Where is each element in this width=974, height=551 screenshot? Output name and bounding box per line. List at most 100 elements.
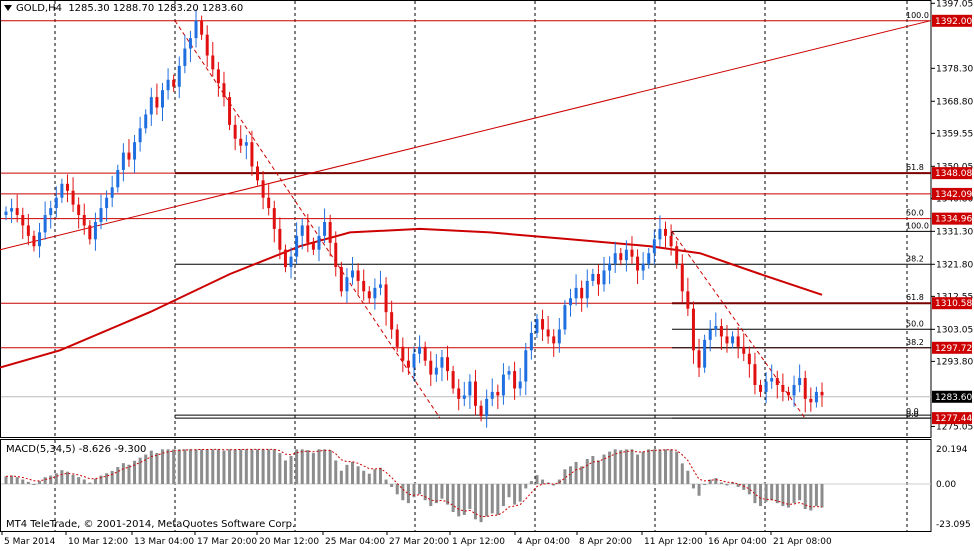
candle-body — [568, 298, 572, 306]
candle-body — [479, 405, 483, 417]
macd-bar — [295, 449, 299, 484]
macd-bar — [708, 479, 712, 484]
candle-body — [714, 326, 718, 330]
candle-body — [736, 336, 740, 347]
candle-body — [71, 190, 75, 205]
macd-bar — [82, 479, 86, 484]
macd-bar — [602, 454, 606, 484]
macd-bar — [278, 453, 282, 484]
symbol-label: GOLD,H4 — [16, 3, 62, 14]
fib2-label: 0.0 — [906, 410, 919, 419]
macd-bar — [541, 479, 545, 484]
macd-bar — [71, 474, 75, 484]
macd-bar — [160, 449, 164, 484]
macd-bar — [513, 484, 517, 505]
macd-pane-frame — [0, 439, 932, 532]
candle-body — [121, 152, 125, 170]
candle-body — [719, 326, 723, 337]
symbol-header[interactable]: GOLD,H4 1285.30 1288.70 1283.20 1283.60 — [4, 3, 243, 14]
macd-bar — [664, 449, 668, 484]
candle-body — [334, 242, 338, 268]
macd-bar — [38, 481, 42, 484]
macd-bar — [43, 477, 47, 484]
macd-bar — [390, 484, 394, 487]
macd-bar — [267, 449, 271, 484]
macd-bar — [770, 484, 774, 501]
macd-bar — [725, 484, 729, 486]
candle-body — [311, 242, 315, 250]
candle-body — [507, 371, 511, 375]
macd-bar — [272, 449, 276, 484]
candle-body — [675, 246, 679, 264]
macd-bar — [619, 450, 623, 484]
fib2-label: 38.2 — [906, 338, 924, 347]
macd-bar — [485, 484, 489, 517]
candle-body — [233, 124, 237, 139]
candle-body — [518, 381, 522, 389]
price-tick-label: 1359.55 — [936, 129, 973, 139]
macd-bar — [127, 464, 131, 484]
candle-body — [77, 204, 81, 216]
fib1-label: 100.0 — [906, 11, 929, 20]
macd-bar — [624, 449, 628, 484]
macd-bar — [412, 484, 416, 498]
macd-bar — [446, 484, 450, 505]
candle-body — [535, 319, 539, 333]
macd-bar — [4, 476, 8, 484]
price-tick-label: 1303.05 — [936, 325, 973, 335]
candle-body — [775, 378, 779, 385]
macd-bar — [753, 484, 757, 504]
fib1-label: 61.8 — [906, 163, 924, 172]
macd-bar — [65, 471, 69, 484]
candle-body — [731, 336, 735, 344]
macd-bar — [535, 475, 539, 484]
candle-body — [323, 221, 327, 236]
fib2-label: 61.8 — [906, 293, 924, 302]
macd-bar — [401, 484, 405, 501]
fib1-label: 0.0 — [906, 407, 919, 416]
candle-body — [608, 263, 612, 271]
macd-bar — [781, 484, 785, 507]
macd-bar — [384, 479, 388, 484]
candle-body — [485, 398, 489, 417]
candle-body — [267, 197, 271, 209]
copyright-text: MT4 TeleTrade, © 2001-2014, MetaQuotes S… — [6, 519, 296, 530]
price-marker-label: 1297.72 — [935, 344, 972, 354]
candle-body — [43, 215, 47, 233]
dropdown-arrow-icon[interactable] — [4, 5, 12, 11]
macd-bar — [820, 484, 824, 508]
macd-bar — [697, 484, 701, 496]
macd-tick-label: 20.194 — [936, 445, 968, 455]
macd-bar — [557, 479, 561, 484]
macd-bar — [742, 484, 746, 490]
macd-bar — [105, 473, 109, 484]
price-tick-label: 1321.80 — [936, 260, 973, 270]
candle-body — [99, 208, 103, 222]
fib1-label: 38.2 — [906, 254, 924, 263]
macd-bar — [406, 484, 410, 504]
candle-body — [585, 280, 589, 299]
price-marker — [932, 167, 972, 180]
time-tick-label: 10 Mar 12:00 — [68, 537, 128, 547]
macd-bar — [110, 470, 114, 484]
macd-bar — [568, 466, 572, 484]
candle-body — [501, 374, 505, 396]
candle-body — [373, 287, 377, 299]
macd-bar — [418, 484, 422, 495]
candle-body — [26, 225, 30, 236]
candle-body — [613, 253, 617, 264]
candle-body — [406, 360, 410, 368]
price-marker-label: 1392.00 — [935, 17, 972, 27]
macd-bar — [373, 469, 377, 484]
candle-body — [4, 211, 8, 216]
candle-body — [32, 235, 36, 247]
macd-bar — [356, 466, 360, 484]
macd-bar — [473, 484, 477, 520]
candle-body — [641, 263, 645, 271]
macd-bar — [803, 484, 807, 510]
candle-body — [636, 256, 640, 271]
macd-bar — [138, 457, 142, 484]
macd-bar — [216, 449, 220, 484]
macd-bar — [552, 484, 556, 486]
candle-body — [283, 249, 287, 268]
